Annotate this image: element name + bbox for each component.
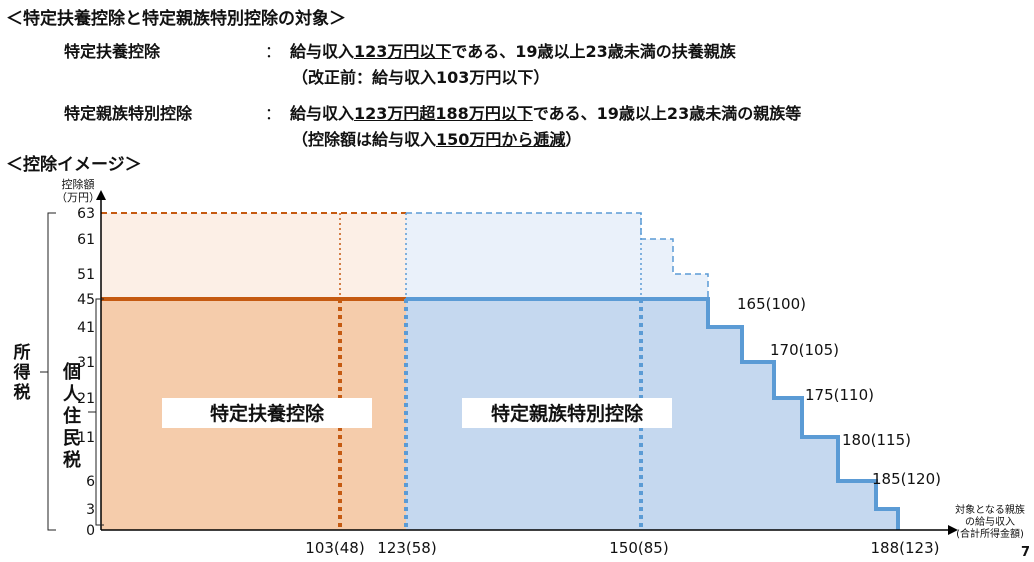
term-specific-relative: 特定親族特別控除 [64,104,193,123]
step-label: 170(105) [770,341,839,359]
x-axis-arrow [948,525,958,535]
page-heading: ＜特定扶養控除と特定親族特別控除の対象＞ [6,9,346,29]
y-tick-label: 45 [77,292,95,308]
step-label: 165(100) [737,295,806,313]
x-tick-label: 103(48) [305,539,364,557]
definition-specific-relative-line1: 給与収入123万円超188万円以下である、19歳以上23歳未満の親族等 [290,104,802,123]
income-tax-relative-area [406,213,708,299]
y-tick-label: 51 [77,267,95,283]
bracket-label-resident-tax: 人 [63,384,82,405]
bracket-label-resident-tax: 個 [62,362,81,383]
region-label-box [462,398,672,428]
bracket-label-resident-tax: 民 [63,428,81,449]
y-tick-label: 21 [77,391,95,407]
income-tax-bracket [47,212,56,531]
y-tick-label: 61 [77,232,95,248]
x-axis-label: 対象となる親族 [955,503,1025,516]
term-specific-dependent: 特定扶養控除 [64,42,161,61]
y-tick-label: 63 [77,206,95,222]
bracket-label-resident-tax: 税 [63,449,81,471]
step-label: 185(120) [872,470,941,488]
definition-specific-dependent-line2: （改正前：給与収入103万円以下） [292,68,550,87]
y-tick-label: 11 [77,430,95,446]
region-label-specific-dependent: 特定扶養控除 [210,402,325,425]
y-tick-label: 41 [77,320,95,336]
step-label: 180(115) [842,431,911,449]
page-number: 7 [1020,545,1030,560]
definition-specific-dependent-line1: 給与収入123万円以下である、19歳以上23歳未満の扶養親族 [290,42,736,61]
region-label-box [162,398,372,428]
income-tax-dependent-area [101,213,406,299]
x-tick-label: 150(85) [609,539,668,557]
y-axis-label: 控除額 [62,177,95,191]
region-label-specific-relative: 特定親族特別控除 [491,402,644,425]
term-colon: ： [265,104,282,123]
x-axis-label: (合計所得金額) [956,527,1024,540]
image-heading: ＜控除イメージ＞ [6,155,142,175]
x-tick-label: 188(123) [871,539,940,557]
x-axis-label: の給与収入 [965,515,1015,528]
y-axis-label: （万円） [56,191,100,204]
bracket-label-income-tax: 所 [14,343,31,363]
resident-tax-relative-line [406,297,900,530]
y-tick-label: 6 [86,474,95,490]
bracket-label-income-tax: 得 [13,362,31,383]
y-axis-arrow [96,190,106,200]
y-tick-label: 0 [86,523,95,539]
definition-specific-relative-line2: （控除額は給与収入150万円から逓減） [292,130,582,149]
bracket-label-income-tax: 税 [14,382,31,403]
y-tick-label: 3 [86,502,95,518]
y-tick-label: 31 [77,355,95,371]
step-label: 175(110) [805,386,874,404]
x-tick-label: 123(58) [377,539,436,557]
term-colon: ： [265,42,282,61]
bracket-label-resident-tax: 住 [63,405,81,427]
